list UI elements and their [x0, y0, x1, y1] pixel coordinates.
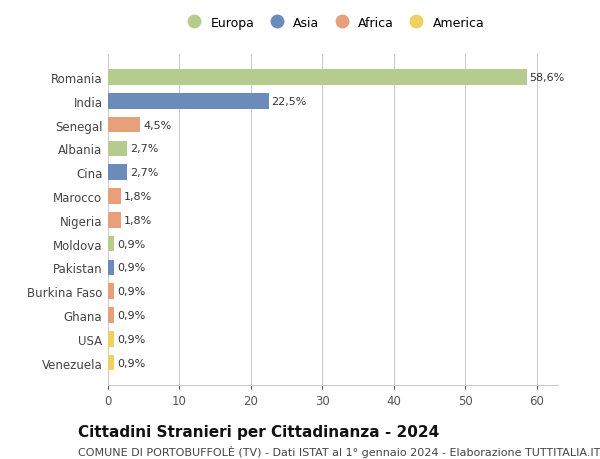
Text: 4,5%: 4,5%: [143, 120, 171, 130]
Text: 22,5%: 22,5%: [272, 96, 307, 106]
Text: 1,8%: 1,8%: [124, 215, 152, 225]
Legend: Europa, Asia, Africa, America: Europa, Asia, Africa, America: [176, 12, 490, 35]
Bar: [108, 94, 269, 109]
Bar: [108, 213, 121, 228]
Bar: [108, 118, 140, 133]
Bar: [108, 165, 127, 180]
Text: 0,9%: 0,9%: [117, 358, 146, 368]
Text: 2,7%: 2,7%: [130, 168, 158, 178]
Text: 0,9%: 0,9%: [117, 263, 146, 273]
Bar: [108, 189, 121, 204]
Bar: [108, 70, 527, 85]
Text: Cittadini Stranieri per Cittadinanza - 2024: Cittadini Stranieri per Cittadinanza - 2…: [78, 425, 439, 440]
Text: 0,9%: 0,9%: [117, 334, 146, 344]
Bar: [108, 284, 115, 299]
Text: 0,9%: 0,9%: [117, 239, 146, 249]
Bar: [108, 141, 127, 157]
Bar: [108, 236, 115, 252]
Text: 0,9%: 0,9%: [117, 310, 146, 320]
Text: 58,6%: 58,6%: [529, 73, 565, 83]
Bar: [108, 355, 115, 370]
Text: 2,7%: 2,7%: [130, 144, 158, 154]
Bar: [108, 260, 115, 275]
Text: 0,9%: 0,9%: [117, 286, 146, 297]
Text: 1,8%: 1,8%: [124, 191, 152, 202]
Bar: [108, 308, 115, 323]
Text: COMUNE DI PORTOBUFFOLÈ (TV) - Dati ISTAT al 1° gennaio 2024 - Elaborazione TUTTI: COMUNE DI PORTOBUFFOLÈ (TV) - Dati ISTAT…: [78, 445, 600, 457]
Bar: [108, 331, 115, 347]
